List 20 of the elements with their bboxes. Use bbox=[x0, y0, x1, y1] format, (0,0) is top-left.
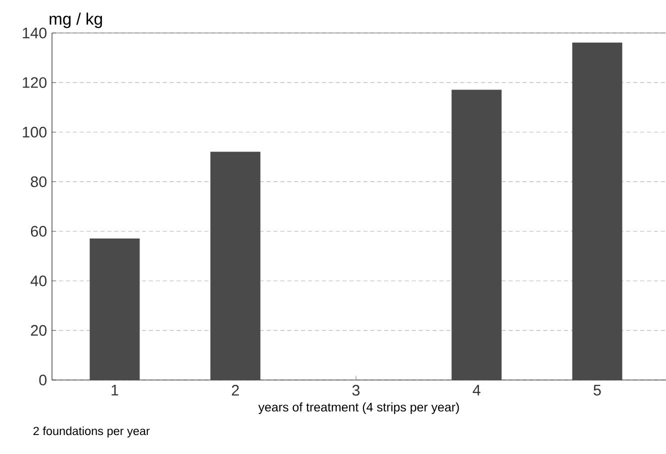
y-axis-title: mg / kg bbox=[50, 12, 102, 28]
bar bbox=[452, 90, 502, 380]
y-tick-label: 140 bbox=[22, 28, 46, 38]
bar bbox=[572, 42, 622, 380]
y-tick-label: 100 bbox=[22, 126, 46, 138]
x-axis-title: years of treatment (4 strips per year) bbox=[258, 402, 459, 414]
bar bbox=[90, 238, 140, 380]
bar bbox=[210, 152, 260, 380]
y-tick-label: 20 bbox=[30, 325, 46, 336]
y-tick-label: 40 bbox=[30, 275, 46, 286]
x-tick-label: 4 bbox=[472, 384, 480, 396]
x-tick-label: 1 bbox=[112, 384, 118, 396]
y-tick-label: 0 bbox=[39, 374, 47, 386]
y-tick-label: 80 bbox=[30, 176, 46, 188]
x-tick-label: 5 bbox=[594, 384, 601, 396]
x-tick-label: 3 bbox=[352, 384, 360, 396]
y-tick-label: 60 bbox=[30, 226, 46, 237]
y-tick-label: 120 bbox=[22, 77, 46, 88]
x-tick-label: 2 bbox=[232, 384, 239, 396]
text: 2 foundations per year bbox=[33, 426, 150, 438]
